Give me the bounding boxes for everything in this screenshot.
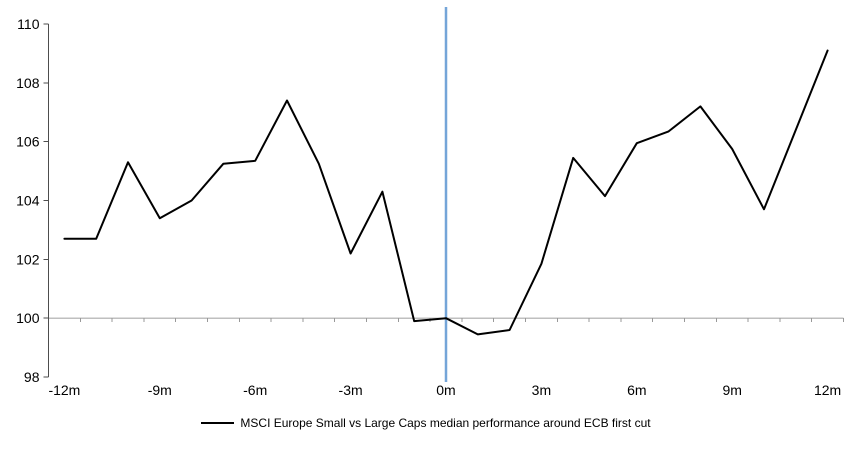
- series-line: [63, 49, 829, 336]
- x-axis-label: -6m: [243, 382, 267, 398]
- y-axis-label: 98: [24, 369, 40, 385]
- legend: MSCI Europe Small vs Large Caps median p…: [0, 416, 852, 430]
- x-axis-label: -9m: [148, 382, 172, 398]
- x-axis-label: -3m: [339, 382, 363, 398]
- x-axis-label: 3m: [532, 382, 551, 398]
- legend-line-swatch: [201, 422, 235, 424]
- y-axis-label: 102: [16, 251, 40, 267]
- chart-canvas: 98 100 102 104 106 108 110 -12m -9m -6m -3m 0m 3m 6m 9…: [16, 7, 844, 398]
- x-axis-label: 0m: [436, 382, 455, 398]
- x-axis-label: -12m: [48, 382, 80, 398]
- x-axis-label: 6m: [627, 382, 646, 398]
- y-axis-label: 108: [16, 75, 40, 91]
- x-axis-label: 9m: [722, 382, 741, 398]
- x-axis-label: 12m: [814, 382, 841, 398]
- y-axis-label: 106: [16, 134, 40, 150]
- legend-label: MSCI Europe Small vs Large Caps median p…: [240, 416, 651, 430]
- y-axis-label: 110: [17, 16, 40, 32]
- y-axis-label: 104: [16, 193, 40, 209]
- y-axis-label: 100: [16, 310, 40, 326]
